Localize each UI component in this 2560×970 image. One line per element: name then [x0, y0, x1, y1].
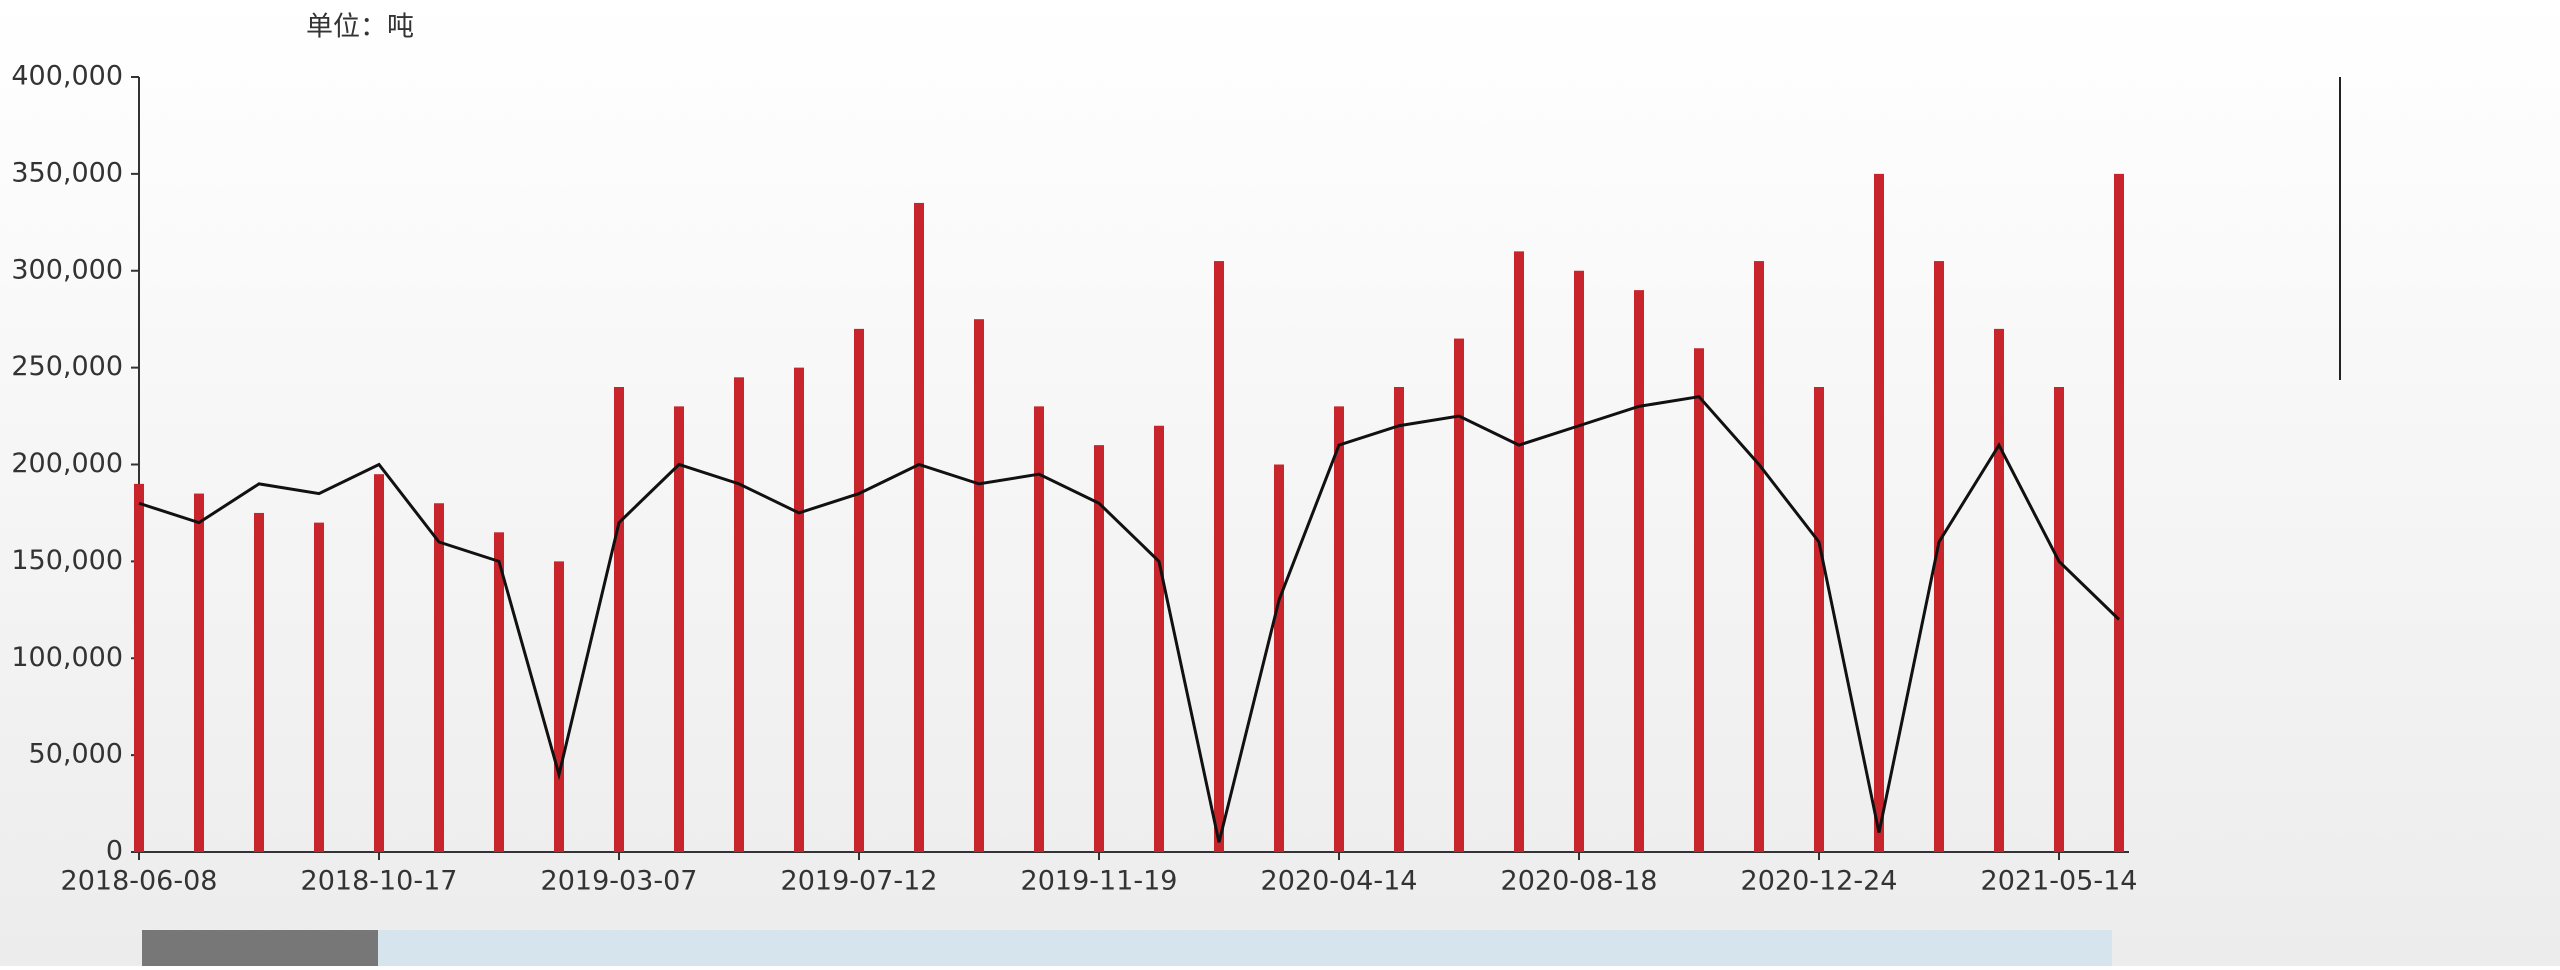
bar — [1634, 290, 1644, 852]
bar — [974, 319, 984, 852]
bar — [1034, 406, 1044, 852]
bar — [1274, 464, 1284, 852]
x-tick-label: 2019-03-07 — [541, 866, 698, 897]
x-tick-label: 2020-12-24 — [1741, 866, 1898, 897]
bar — [914, 202, 924, 852]
line — [138, 395, 2121, 843]
bar — [254, 512, 264, 852]
zoom-selection[interactable] — [142, 930, 378, 966]
y-tick-label: 150,000 — [11, 545, 123, 576]
y-tick-label: 400,000 — [11, 61, 123, 92]
bar — [374, 474, 384, 852]
bar — [554, 561, 564, 852]
bar — [734, 377, 744, 852]
bar — [1154, 425, 1164, 852]
bar — [314, 522, 324, 852]
bar — [1454, 338, 1464, 852]
bar — [1814, 387, 1824, 852]
bar — [2054, 387, 2064, 852]
bar — [2114, 173, 2124, 852]
bar — [794, 367, 804, 852]
bar — [1394, 387, 1404, 852]
y-tick-label: 350,000 — [11, 157, 123, 188]
x-tick-label: 2019-11-19 — [1021, 866, 1178, 897]
bar — [1934, 261, 1944, 852]
bar — [434, 503, 444, 852]
bar — [194, 493, 204, 852]
bar — [1874, 173, 1884, 852]
y-tick-label: 50,000 — [29, 739, 123, 770]
x-tick-label: 2018-06-08 — [61, 866, 218, 897]
bar — [494, 532, 504, 852]
bar — [1334, 406, 1344, 852]
bar — [1214, 261, 1224, 852]
bar — [1694, 348, 1704, 852]
unit-label: 单位：吨 — [306, 12, 414, 43]
bar — [674, 406, 684, 852]
y-tick-label: 100,000 — [11, 642, 123, 673]
bar — [134, 483, 144, 852]
y-tick-label: 0 — [106, 836, 123, 867]
zoom-slider[interactable] — [142, 930, 2112, 966]
bar — [1754, 261, 1764, 852]
x-tick-label: 2021-05-14 — [1981, 866, 2138, 897]
bar — [854, 328, 864, 852]
x-tick-label: 2019-07-12 — [781, 866, 938, 897]
bar — [1094, 445, 1104, 852]
y-tick-label: 200,000 — [11, 448, 123, 479]
bar — [614, 387, 624, 852]
x-tick-label: 2020-08-18 — [1501, 866, 1658, 897]
bar — [1994, 328, 2004, 852]
x-tick-label: 2020-04-14 — [1261, 866, 1418, 897]
y-tick-label: 300,000 — [11, 254, 123, 285]
bar — [1514, 251, 1524, 852]
y-tick-label: 250,000 — [11, 351, 123, 382]
bar — [1574, 270, 1584, 852]
x-tick-label: 2018-10-17 — [301, 866, 458, 897]
